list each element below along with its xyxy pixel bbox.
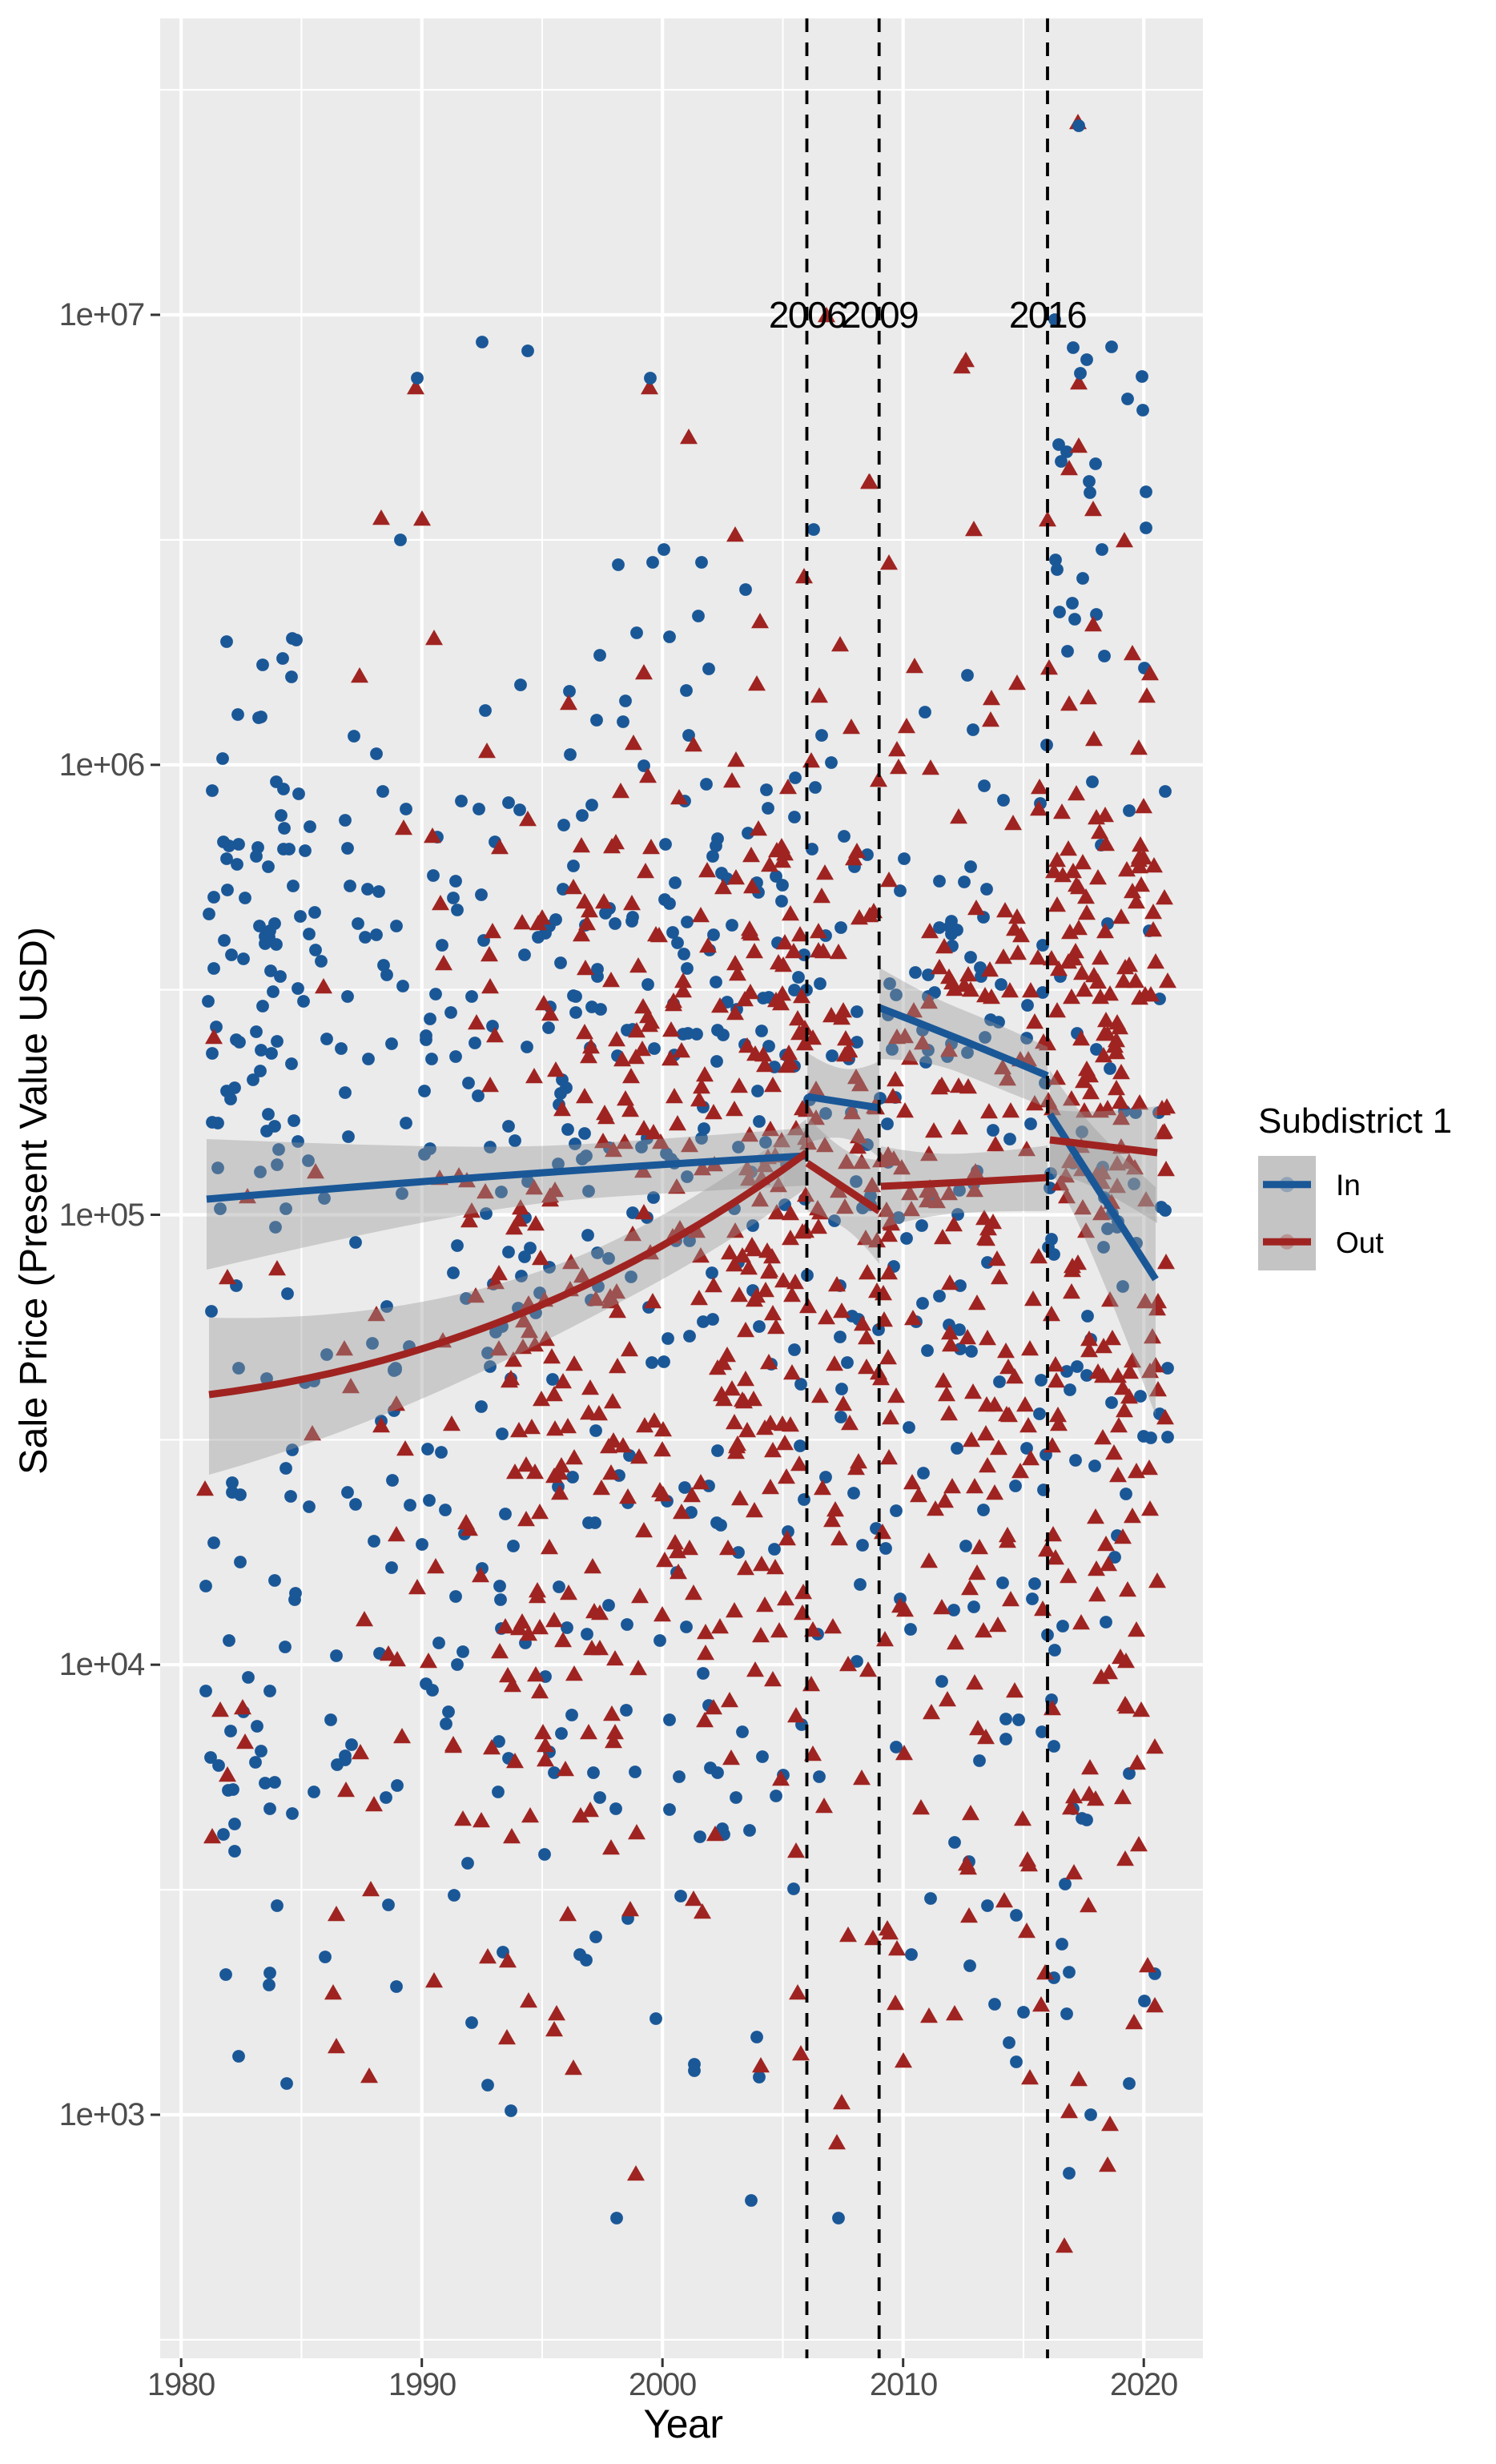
svg-text:2016: 2016 bbox=[1009, 294, 1086, 336]
svg-text:Subdistrict 1: Subdistrict 1 bbox=[1258, 1101, 1452, 1141]
svg-text:2010: 2010 bbox=[870, 2367, 937, 2402]
svg-text:Out: Out bbox=[1336, 1226, 1384, 1259]
svg-text:1e+03: 1e+03 bbox=[59, 2097, 144, 2132]
svg-text:Year: Year bbox=[643, 2402, 722, 2446]
svg-text:2006: 2006 bbox=[769, 294, 846, 336]
svg-text:2000: 2000 bbox=[629, 2367, 696, 2402]
svg-text:2009: 2009 bbox=[841, 294, 918, 336]
svg-text:Sale Price (Present Value USD): Sale Price (Present Value USD) bbox=[12, 927, 55, 1475]
svg-text:1990: 1990 bbox=[388, 2367, 456, 2402]
svg-text:1e+05: 1e+05 bbox=[59, 1198, 144, 1233]
svg-text:1e+06: 1e+06 bbox=[59, 747, 144, 783]
svg-text:In: In bbox=[1336, 1169, 1361, 1202]
svg-text:1e+04: 1e+04 bbox=[59, 1647, 145, 1682]
svg-text:1980: 1980 bbox=[147, 2367, 215, 2402]
svg-text:2020: 2020 bbox=[1110, 2367, 1177, 2402]
svg-text:1e+07: 1e+07 bbox=[59, 297, 144, 332]
